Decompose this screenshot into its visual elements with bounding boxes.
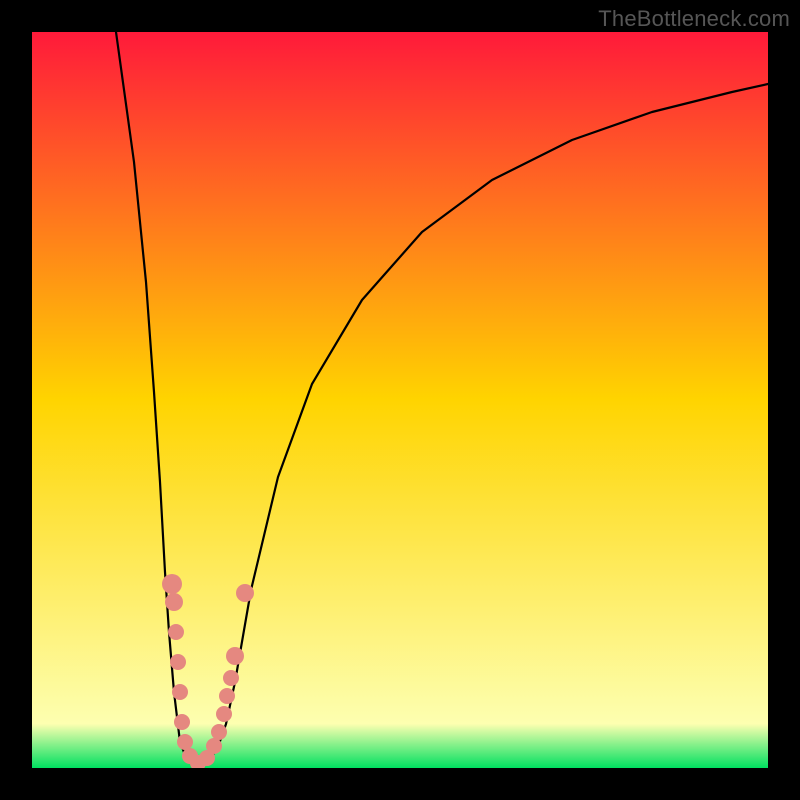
data-marker <box>162 574 182 594</box>
chart-svg <box>32 32 768 768</box>
data-marker <box>165 593 183 611</box>
data-marker <box>216 706 232 722</box>
data-marker <box>170 654 186 670</box>
chart-frame: TheBottleneck.com <box>0 0 800 800</box>
data-marker <box>168 624 184 640</box>
data-marker-group <box>162 574 254 768</box>
data-marker <box>223 670 239 686</box>
data-marker <box>211 724 227 740</box>
data-marker <box>226 647 244 665</box>
bottleneck-curve <box>116 32 768 765</box>
data-marker <box>172 684 188 700</box>
data-marker <box>206 738 222 754</box>
data-marker <box>174 714 190 730</box>
plot-area <box>32 32 768 768</box>
data-marker <box>177 734 193 750</box>
data-marker <box>219 688 235 704</box>
watermark-text: TheBottleneck.com <box>598 6 790 32</box>
data-marker <box>236 584 254 602</box>
